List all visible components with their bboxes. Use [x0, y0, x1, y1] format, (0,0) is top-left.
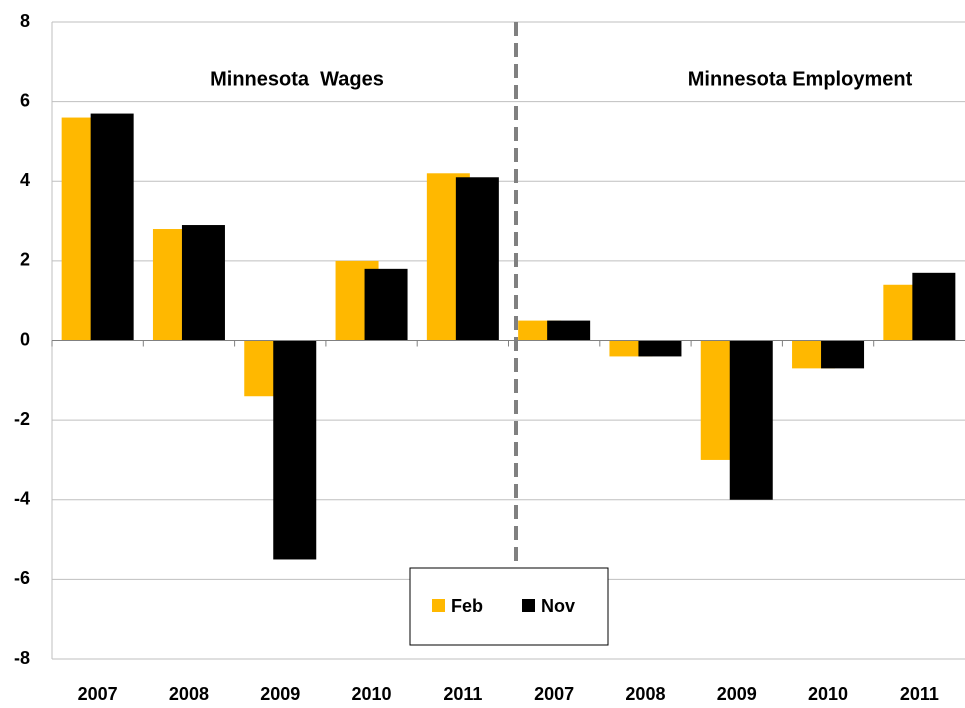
bar: [912, 272, 956, 341]
x-tick-label: 2010: [808, 684, 848, 704]
x-tick-label: 2009: [260, 684, 300, 704]
x-tick-label: 2007: [534, 684, 574, 704]
bar: [364, 268, 408, 341]
x-tick-label: 2011: [900, 684, 939, 704]
y-tick-label: -8: [14, 648, 30, 668]
y-tick-label: -2: [14, 409, 30, 429]
bar: [638, 340, 682, 357]
legend-swatch: [522, 599, 535, 612]
y-tick-label: 4: [20, 170, 30, 190]
y-tick-label: 0: [20, 329, 30, 349]
x-tick-label: 2007: [78, 684, 118, 704]
x-tick-label: 2011: [443, 684, 482, 704]
bar: [821, 340, 865, 369]
y-tick-label: 8: [20, 11, 30, 31]
annotation: Minnesota Wages: [210, 68, 384, 90]
bar: [181, 225, 225, 341]
bar: [547, 320, 591, 341]
y-tick-label: 6: [20, 90, 30, 110]
x-tick-label: 2008: [169, 684, 209, 704]
x-tick-label: 2009: [717, 684, 757, 704]
x-tick-label: 2010: [352, 684, 392, 704]
annotation: Minnesota Employment: [688, 68, 913, 90]
legend-swatch: [432, 599, 445, 612]
bar: [455, 177, 499, 341]
bar: [90, 113, 134, 341]
bar: [729, 340, 773, 500]
y-tick-label: -6: [14, 568, 30, 588]
legend-label: Nov: [541, 596, 575, 616]
x-tick-label: 2008: [625, 684, 665, 704]
bar: [273, 340, 317, 560]
y-tick-label: -4: [14, 489, 30, 509]
y-tick-label: 2: [20, 250, 30, 270]
legend-label: Feb: [451, 596, 483, 616]
